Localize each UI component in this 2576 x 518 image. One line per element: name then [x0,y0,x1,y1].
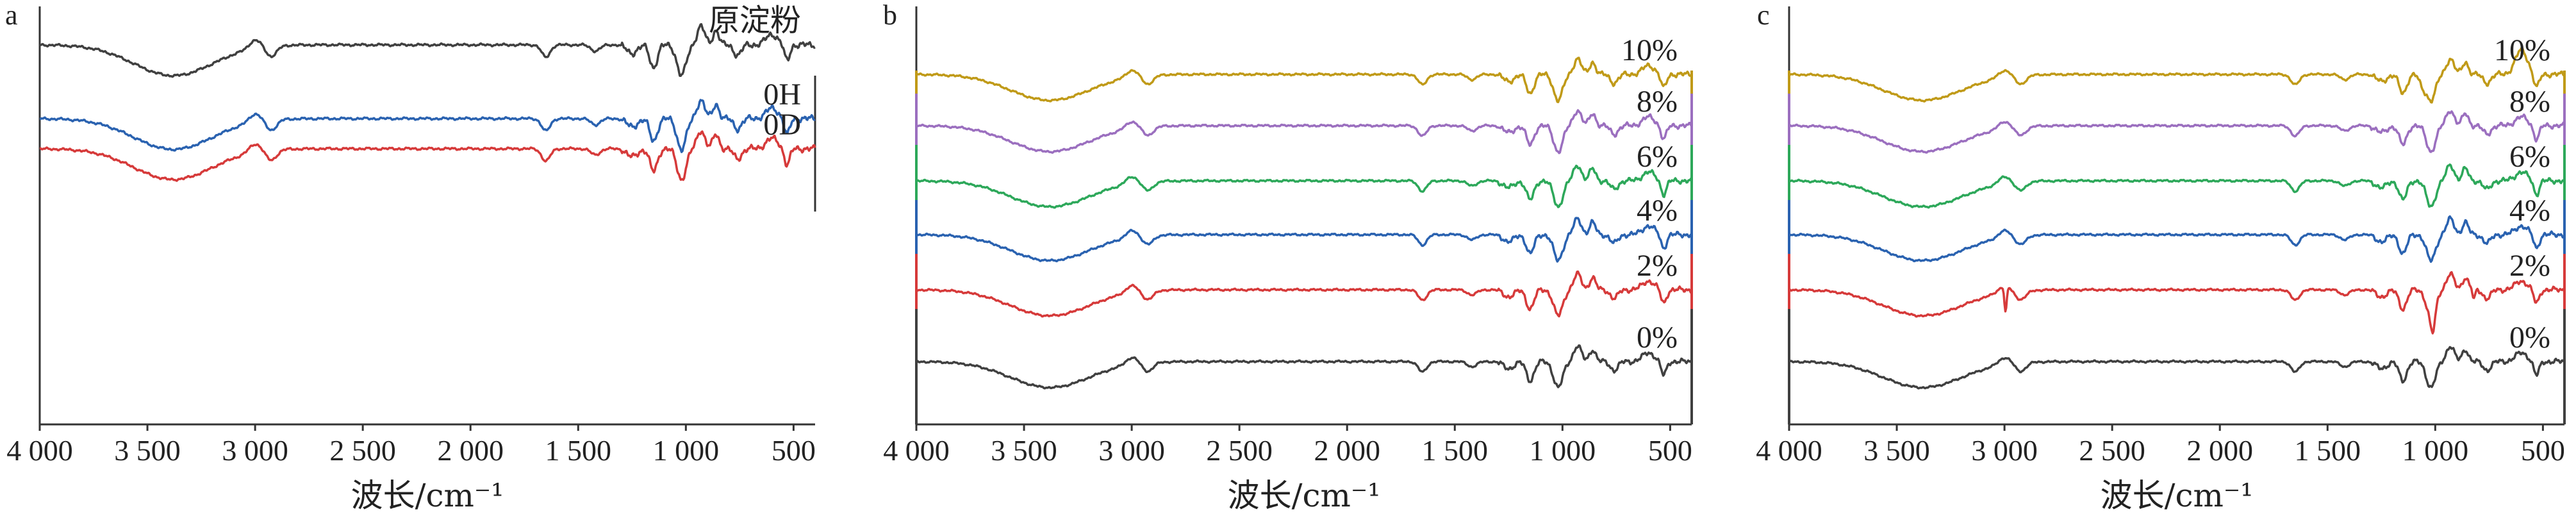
series-label: 10% [1621,33,1678,67]
panel-b-series-labels: 10% 8% 6% 4% 2% 0% [1621,33,1678,355]
x-tick-label: 1 500 [1422,434,1489,467]
panel-b: b 10% 8% 6% 4% 2% 0% 4 000 3 500 3 000 2 500 2 00… [883,0,1693,514]
series-label: 2% [2509,249,2550,283]
series-line [916,270,1693,318]
series-label: 8% [1637,85,1678,119]
series-line [916,164,1693,209]
x-tick-label: 2 000 [2186,434,2253,467]
panel-a-axes [38,6,816,426]
x-tick-label: 1 000 [1530,434,1596,467]
x-tick-label: 1 500 [2295,434,2361,467]
x-tick-label: 4 000 [6,434,73,467]
panel-c-xlabel: 波长/cm⁻¹ [2101,477,2254,514]
panel-letter-b: b [883,0,897,31]
panel-c-series [1788,46,2566,424]
x-tick-label: 3 500 [114,434,181,467]
x-tick-label: 500 [2521,434,2565,467]
series-line [39,23,816,78]
series-label: 0% [2509,321,2550,355]
series-line [1788,110,2566,154]
x-tick-label: 4 000 [1756,434,1822,467]
series-label: 6% [1637,140,1678,174]
x-tick-label: 500 [772,434,816,467]
series-label: 4% [1637,194,1678,228]
x-tick-label: 3 000 [222,434,288,467]
x-tick-label: 3 500 [991,434,1057,467]
panel-b-xlabel: 波长/cm⁻¹ [1228,477,1381,514]
panel-a-series [39,23,816,182]
panel-a-ticks: 4 000 3 500 3 000 2 500 2 000 1 500 1 000 500 [6,424,816,467]
series-label: 0D [763,108,801,142]
x-tick-label: 3 000 [1098,434,1165,467]
x-tick-label: 4 000 [883,434,950,467]
panel-c-ticks: 4 000 3 500 3 000 2 500 2 000 1 500 1 000 500 [1756,424,2565,467]
panel-a-xlabel: 波长/cm⁻¹ [351,477,504,514]
x-tick-label: 3 000 [1971,434,2038,467]
series-label: 4% [2509,194,2550,228]
series-label: 8% [2509,85,2550,119]
series-line [39,99,816,153]
x-tick-label: 1 000 [2402,434,2469,467]
series-label: 6% [2509,140,2550,174]
x-tick-label: 500 [1648,434,1692,467]
x-tick-label: 2 500 [329,434,396,467]
x-tick-label: 2 000 [1314,434,1380,467]
series-label: 2% [1637,249,1678,283]
series-line [915,109,1693,155]
series-line [916,56,1693,103]
series-line [1788,346,2565,390]
series-label: 0% [1637,321,1678,355]
x-tick-label: 3 500 [1863,434,1930,467]
panel-b-ticks: 4 000 3 500 3 000 2 500 2 000 1 500 1 000 500 [883,424,1692,467]
series-line [1788,271,2566,335]
series-label: 原淀粉 [709,3,801,38]
series-line [916,217,1692,263]
panel-letter-c: c [1757,0,1770,31]
series-line [1788,215,2566,263]
x-tick-label: 2 500 [1206,434,1273,467]
series-label: 10% [2494,33,2550,67]
series-label: 0H [763,78,801,112]
x-tick-label: 2 500 [2079,434,2145,467]
x-tick-label: 1 000 [653,434,720,467]
series-line [1788,163,2566,209]
panel-c: c 10% 8% 6% 4% 2% 0% 4 000 3 500 3 000 2 500 2 00… [1756,0,2566,514]
panel-letter-a: a [5,0,18,31]
series-line [916,344,1693,390]
series-line [39,130,816,182]
x-tick-label: 2 000 [437,434,504,467]
panel-c-series-labels: 10% 8% 6% 4% 2% 0% [2494,33,2550,355]
panel-b-series [915,56,1693,424]
x-tick-label: 1 500 [545,434,612,467]
series-line [1788,46,2565,104]
